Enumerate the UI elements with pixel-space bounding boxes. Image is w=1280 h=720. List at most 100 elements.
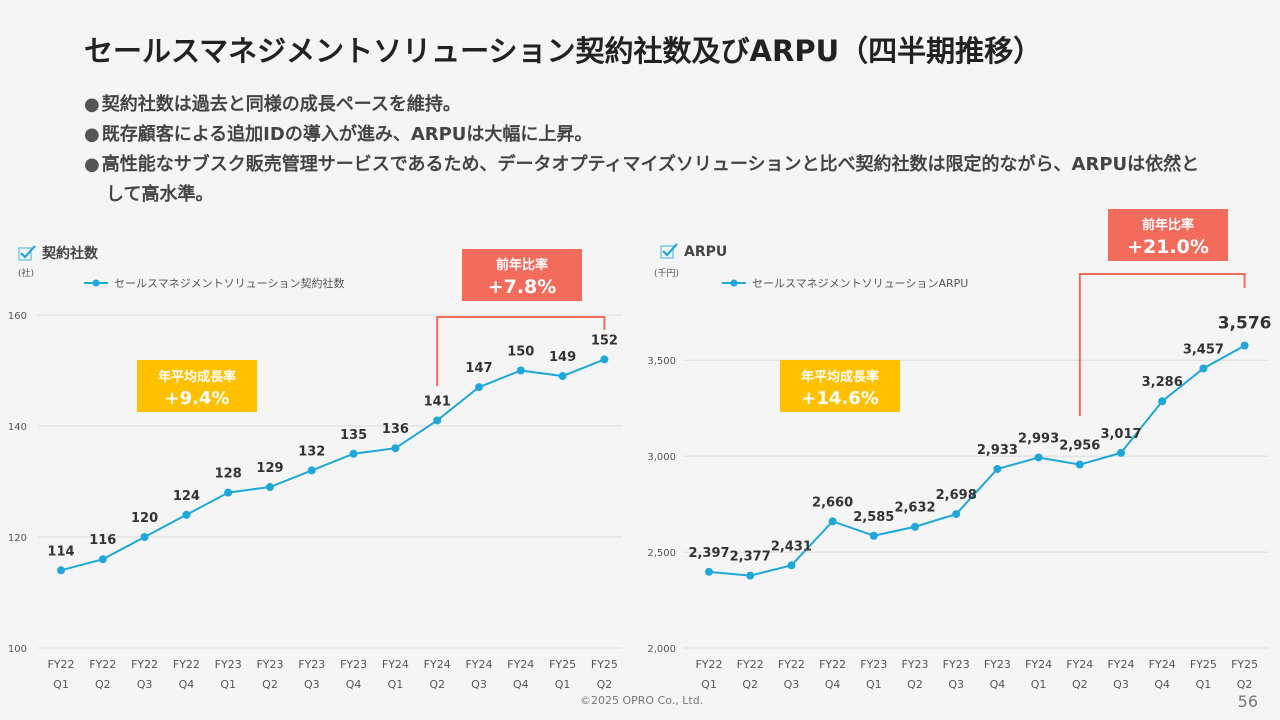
chart2-x-tick-label: FY23 [984, 658, 1011, 671]
chart1-data-label: 116 [89, 533, 116, 548]
chart1-yoy-callout-label: 前年比率 [496, 257, 548, 273]
chart2-data-point [869, 531, 878, 540]
chart2-data-label: 2,397 [688, 546, 729, 561]
chart1-data-point [349, 449, 358, 458]
chart2-x-tick-label: FY24 [1066, 658, 1093, 671]
chart1-x-tick-label: FY24 [382, 658, 409, 671]
chart1-x-tick-sublabel: Q1 [388, 678, 404, 691]
chart1-x-tick-label: FY23 [340, 658, 367, 671]
chart2-data-point [1075, 460, 1084, 469]
chart2-series-line [708, 344, 1246, 577]
chart2-x-tick-sublabel: Q2 [1072, 678, 1088, 691]
chart1-growth-badge-value: +9.4% [164, 388, 229, 409]
chart1-x-tick-sublabel: Q1 [220, 678, 236, 691]
chart1-x-tick-label: FY25 [591, 658, 618, 671]
chart2-yoy-callout-value: +21.0% [1127, 236, 1209, 258]
chart1-data-label: 114 [47, 544, 74, 559]
chart1-x-tick-sublabel: Q2 [262, 678, 278, 691]
chart2-legend-marker [730, 279, 738, 287]
chart1-x-tick-sublabel: Q2 [95, 678, 111, 691]
chart2-x-tick-sublabel: Q1 [866, 678, 882, 691]
bullet-item-3: 高性能なサブスク販売管理サービスであるため、データオプティマイズソリューションと… [84, 150, 1214, 210]
bullet-item-1: 契約社数は過去と同様の成長ペースを維持。 [84, 90, 1214, 120]
chart2-data-point [746, 571, 755, 580]
chart1-data-point [516, 366, 525, 375]
chart1-data-label: 128 [215, 467, 242, 482]
chart2-data-label: 2,377 [730, 550, 771, 565]
chart1-data-point [98, 555, 107, 564]
chart2-x-tick-sublabel: Q1 [701, 678, 717, 691]
chart1-y-tick-label: 120 [8, 533, 27, 544]
chart2-data-point [828, 517, 837, 526]
chart1-x-tick-label: FY24 [465, 658, 492, 671]
chart1-data-point [266, 483, 274, 492]
chart1-data-point [182, 510, 191, 519]
chart2-data-label: 2,431 [771, 539, 812, 554]
chart1-data-label: 152 [591, 333, 618, 348]
chart2-data-label: 2,585 [853, 510, 894, 525]
chart2-yoy-bracket [1078, 273, 1246, 416]
chart2-data-point [787, 561, 796, 570]
chart2-x-tick-sublabel: Q3 [948, 678, 964, 691]
chart1-x-tick-label: FY24 [507, 658, 534, 671]
chart1-x-tick-label: FY22 [47, 658, 74, 671]
chart1-data-label: 147 [465, 361, 492, 376]
chart2-data-point [1034, 453, 1043, 462]
chart2-x-tick-sublabel: Q3 [784, 678, 800, 691]
chart2-data-label: 3,286 [1142, 375, 1183, 390]
chart1-x-tick-label: FY23 [298, 658, 325, 671]
chart2-unit-label: (千円) [654, 268, 679, 279]
chart2-x-tick-label: FY24 [1149, 658, 1176, 671]
chart1-growth-badge [137, 360, 257, 412]
chart1-x-tick-label: FY22 [131, 658, 158, 671]
chart1-series-line [60, 358, 605, 572]
chart1-x-tick-label: FY25 [549, 658, 576, 671]
chart2-data-label: 3,457 [1183, 342, 1224, 357]
chart2-x-tick-label: FY22 [695, 658, 722, 671]
chart1-data-label: 135 [340, 428, 367, 443]
chart2-growth-badge-label: 年平均成長率 [801, 369, 879, 385]
chart1-x-tick-sublabel: Q1 [53, 678, 69, 691]
checkbox-icon [18, 245, 36, 261]
chart2-yoy-callout [1108, 209, 1228, 261]
chart1-data-point [433, 416, 442, 425]
chart1-data-label: 129 [256, 461, 283, 476]
chart2-growth-badge [780, 360, 900, 412]
chart1-x-tick-label: FY24 [424, 658, 451, 671]
chart2-x-tick-sublabel: Q1 [1031, 678, 1047, 691]
chart2-x-tick-sublabel: Q1 [1196, 678, 1212, 691]
chart1-yoy-callout-value: +7.8% [488, 276, 557, 298]
chart1-data-label: 150 [507, 345, 534, 360]
chart1-x-tick-sublabel: Q4 [179, 678, 195, 691]
chart2-data-label: 2,956 [1059, 439, 1100, 454]
page-title: セールスマネジメントソリューション契約社数及びARPU（四半期推移） [84, 34, 1043, 68]
chart1-x-tick-sublabel: Q4 [346, 678, 362, 691]
chart1-x-tick-sublabel: Q2 [597, 678, 613, 691]
chart2-x-tick-label: FY24 [1025, 658, 1052, 671]
chart1-x-tick-sublabel: Q3 [471, 678, 487, 691]
chart2-x-tick-sublabel: Q4 [825, 678, 841, 691]
chart2-data-label: 2,698 [936, 488, 977, 503]
chart2-data-point [1240, 341, 1249, 350]
chart2-data-point [952, 510, 961, 519]
chart2-data-point [705, 567, 713, 576]
chart1-y-tick-label: 140 [8, 422, 27, 433]
bullet-list: 契約社数は過去と同様の成長ペースを維持。 既存顧客による追加IDの導入が進み、A… [84, 90, 1214, 210]
chart1-x-tick-label: FY23 [256, 658, 283, 671]
chart1-x-tick-sublabel: Q4 [513, 678, 529, 691]
chart1-data-point [391, 444, 400, 453]
chart2-data-label: 3,576 [1218, 314, 1272, 334]
chart2-x-tick-sublabel: Q4 [1154, 678, 1170, 691]
chart1-data-label: 132 [298, 444, 325, 459]
chart2-x-tick-label: FY24 [1107, 658, 1134, 671]
chart1-data-point [600, 355, 609, 364]
chart2-section-title: ARPU [660, 243, 727, 260]
chart1-y-tick-label: 160 [8, 311, 27, 322]
chart2-legend-label: セールスマネジメントソリューションARPU [752, 277, 968, 290]
chart2-x-tick-sublabel: Q4 [990, 678, 1006, 691]
chart1-legend-label: セールスマネジメントソリューション契約社数 [114, 276, 344, 290]
chart2-y-tick-label: 2,500 [647, 548, 676, 559]
copyright-footer: ©2025 OPRO Co., Ltd. [580, 694, 704, 707]
chart2-data-point [1158, 397, 1167, 406]
chart1-x-tick-label: FY23 [215, 658, 242, 671]
